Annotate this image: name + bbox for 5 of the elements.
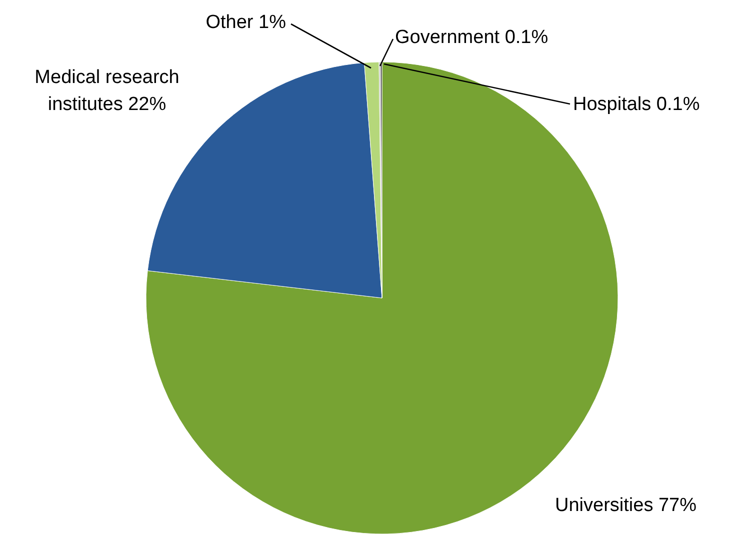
slice-label: Universities 77%	[555, 495, 697, 516]
slice-label: Hospitals 0.1%	[573, 94, 700, 115]
slice-label: Government 0.1%	[395, 27, 548, 48]
slice-label: Medical research institutes 22%	[34, 67, 180, 115]
slice-label: Other 1%	[206, 12, 286, 33]
